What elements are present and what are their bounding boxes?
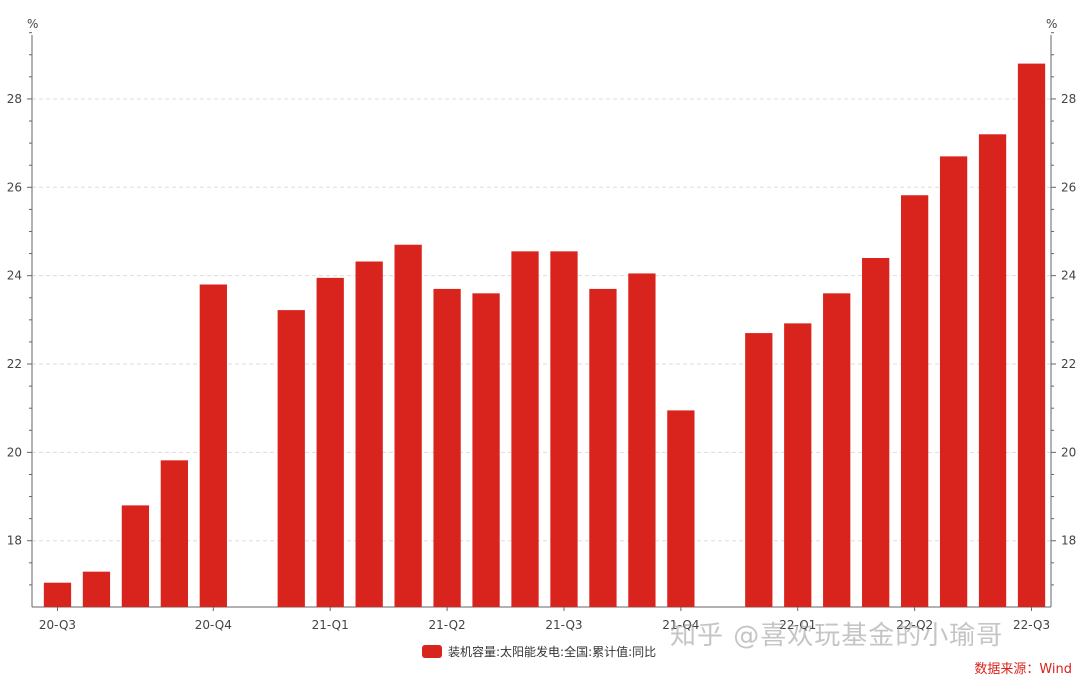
bar bbox=[43, 582, 72, 607]
bar bbox=[1017, 63, 1046, 607]
y-tick-label-left: 22 bbox=[7, 357, 22, 371]
y-tick-label-left: 20 bbox=[7, 445, 22, 459]
legend-label: 装机容量:太阳能发电:全国:累计值:同比 bbox=[448, 644, 657, 659]
bar bbox=[472, 293, 500, 607]
bar bbox=[823, 293, 851, 607]
y-tick-label-right: 20 bbox=[1061, 445, 1076, 459]
y-tick-label-right: 22 bbox=[1061, 357, 1076, 371]
bar bbox=[355, 261, 383, 607]
bar bbox=[900, 195, 929, 608]
bar bbox=[433, 288, 461, 607]
source-note: 数据来源：Wind bbox=[974, 662, 1072, 677]
y-unit-right: % bbox=[1046, 17, 1057, 31]
bar bbox=[316, 277, 344, 607]
bar bbox=[160, 460, 189, 607]
bar bbox=[978, 134, 1007, 608]
bar bbox=[550, 251, 578, 607]
bar bbox=[511, 251, 539, 607]
bar bbox=[939, 156, 968, 607]
y-unit-left: % bbox=[27, 17, 38, 31]
bar bbox=[589, 288, 617, 607]
x-tick-label: 20-Q3 bbox=[39, 618, 76, 632]
y-tick-label-left: 26 bbox=[7, 180, 22, 194]
bar bbox=[667, 410, 695, 607]
legend: 装机容量:太阳能发电:全国:累计值:同比 bbox=[422, 643, 656, 659]
bar bbox=[628, 273, 656, 607]
y-tick-label-right: 28 bbox=[1061, 92, 1076, 106]
watermark: 知乎 @喜欢玩基金的小瑜哥 bbox=[670, 621, 1004, 651]
bar bbox=[745, 333, 773, 607]
y-tick-label-right: 24 bbox=[1061, 269, 1076, 283]
bar bbox=[199, 284, 227, 607]
y-tick-label-left: 28 bbox=[7, 92, 22, 106]
bar bbox=[862, 257, 890, 607]
x-tick-label: 22-Q1 bbox=[779, 618, 816, 632]
x-tick-label: 21-Q2 bbox=[429, 618, 466, 632]
x-tick-label: 22-Q3 bbox=[1013, 618, 1050, 632]
x-tick-label: 21-Q4 bbox=[662, 618, 699, 632]
legend-swatch bbox=[422, 644, 442, 658]
bar-chart: 18 18 20 20 22 22 24 24 26 26 28 28% % 20-Q3 20-Q4 21-Q… bbox=[7, 17, 1077, 632]
x-tick-label: 22-Q2 bbox=[896, 618, 933, 632]
y-tick-label-left: 18 bbox=[7, 534, 22, 548]
x-tick-label: 21-Q3 bbox=[545, 618, 582, 632]
bar bbox=[82, 571, 111, 607]
bar bbox=[121, 505, 150, 607]
y-tick-label-right: 26 bbox=[1061, 180, 1076, 194]
y-tick-label-right: 18 bbox=[1061, 534, 1076, 548]
x-tick-label: 21-Q1 bbox=[312, 618, 349, 632]
bar bbox=[277, 310, 305, 607]
y-tick-label-left: 24 bbox=[7, 269, 22, 283]
bar bbox=[784, 323, 812, 607]
x-tick-label: 20-Q4 bbox=[195, 618, 232, 632]
bar bbox=[394, 244, 422, 608]
